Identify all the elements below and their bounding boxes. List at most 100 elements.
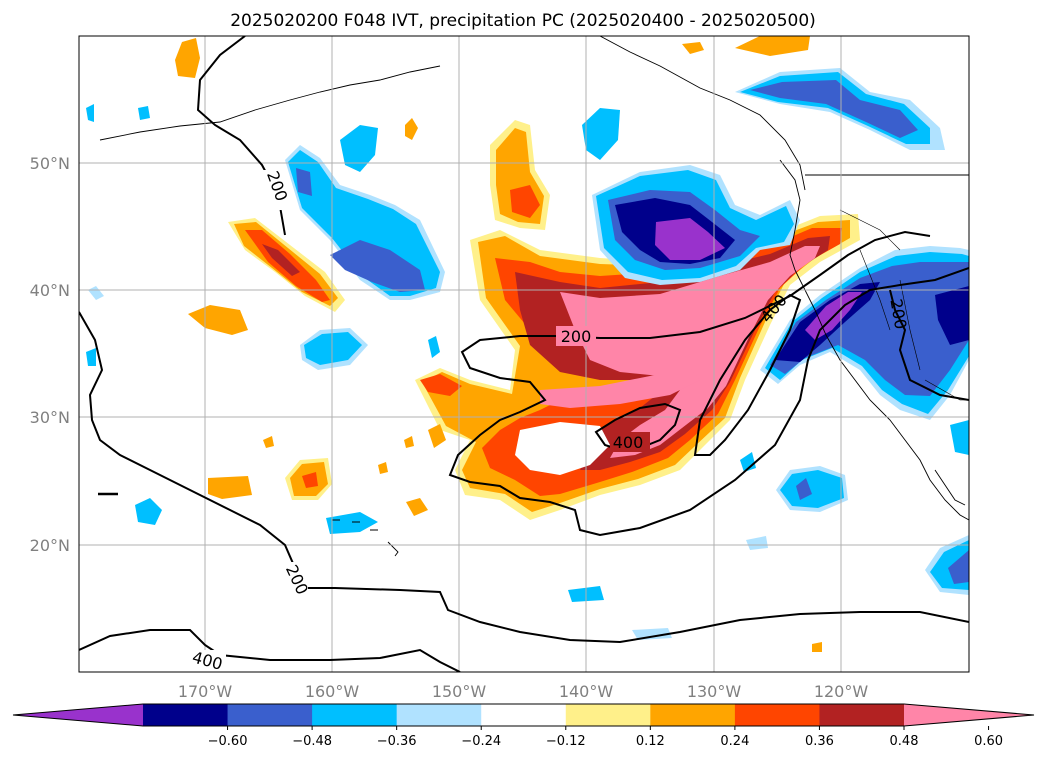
colorbar-tick-label: 0.48 — [890, 734, 919, 749]
contour-labels: 200 200 200 200 400 400 400 — [186, 169, 910, 672]
state-lines — [839, 209, 969, 401]
cool-west-blob2 — [340, 125, 378, 172]
label-bg-200-south — [278, 562, 308, 602]
alaska-coast — [599, 36, 806, 191]
map-title: 2025020200 F048 IVT, precipitation PC (2… — [230, 11, 816, 31]
warm-blob-24n — [406, 498, 428, 516]
colorbar-tick-label: 0.60 — [974, 734, 1003, 749]
cool-se-small — [740, 452, 756, 472]
colorbar-tick-label: 0.24 — [720, 734, 749, 749]
colorbar-tick-label: −0.48 — [292, 734, 332, 749]
cool-patch-i — [138, 106, 150, 120]
warm-blob-27n-red — [302, 472, 318, 488]
north-blob-red — [510, 185, 540, 218]
coast-cool-blue — [770, 262, 969, 396]
colorbar: −0.60 −0.48 −0.36 −0.24 −0.12 0.12 0.24 0.36 0.4… — [12, 703, 1035, 749]
tiny-warm-c — [263, 436, 274, 448]
cool-patch-c — [326, 512, 378, 534]
cool-35n-cyan — [304, 332, 362, 365]
colorbar-segment — [650, 704, 736, 726]
ivt-contour-400-south — [79, 629, 461, 672]
cool-patch-b — [135, 498, 162, 525]
lat-label-50n: 50°N — [30, 154, 70, 173]
cool-west-blue-b — [296, 168, 312, 196]
tiny-warm-e — [404, 436, 414, 448]
label-bg-400-south — [186, 650, 226, 672]
baja-coast — [934, 469, 966, 506]
cool-west-blue — [330, 240, 425, 292]
contour-label-200-center: 200 — [561, 327, 592, 346]
ivt-contour-200-east — [889, 289, 969, 401]
cool-patch-e — [632, 628, 672, 640]
ivt-contour-200-main — [79, 311, 969, 644]
cool-patch-f — [746, 536, 768, 550]
colorbar-outline — [12, 703, 1035, 727]
warm-blob-33n-red — [420, 374, 462, 396]
cool-se-blue — [796, 478, 812, 500]
coast-cool-east-cyan — [950, 420, 969, 455]
tiny-warm-f — [812, 642, 822, 652]
cool-se-cyan — [780, 470, 844, 508]
colorbar-extend-high — [904, 704, 1034, 726]
colorbar-tick-label: −0.36 — [377, 734, 417, 749]
colorbar-segment — [227, 704, 313, 726]
aleutian-west — [99, 65, 441, 141]
lon-label-130w: 130°W — [687, 682, 742, 701]
colorbar-tick-label: −0.24 — [461, 734, 501, 749]
cool-top-patch — [582, 108, 620, 160]
tiny-warm-d — [378, 462, 388, 474]
gridlines — [79, 36, 969, 672]
label-bg-400-center — [610, 432, 650, 452]
ivt-contour-400-b — [693, 293, 802, 456]
colorbar-segment — [312, 704, 398, 726]
warm-blob-37n — [188, 305, 248, 335]
lat-label-40n: 40°N — [30, 281, 70, 300]
colorbar-tick-label: 0.36 — [805, 734, 834, 749]
colorbar-extend-low — [13, 704, 143, 726]
lon-labels: 170°W 160°W 150°W 140°W 130°W 120°W — [178, 682, 869, 701]
map-frame — [78, 35, 970, 673]
contour-label-400-center: 400 — [613, 433, 644, 452]
lat-labels: 50°N 40°N 30°N 20°N — [30, 154, 70, 555]
lon-label-150w: 150°W — [432, 682, 487, 701]
lat-label-30n: 30°N — [30, 408, 70, 427]
bc-coast — [779, 159, 801, 271]
colorbar-segment — [143, 704, 229, 726]
us-west-coast — [794, 269, 969, 521]
lon-label-120w: 120°W — [814, 682, 869, 701]
colorbar-tick-label: −0.60 — [208, 734, 248, 749]
label-bg-200-center — [556, 326, 596, 346]
lat-label-20n: 20°N — [30, 536, 70, 555]
se-corner-blue — [948, 550, 969, 584]
colorbar-tick-label: 0.12 — [636, 734, 665, 749]
warm-plume-pink-south — [540, 368, 700, 408]
warm-blob-28n — [428, 424, 446, 448]
coast-cool-navy-east — [935, 286, 969, 345]
precip-pc-fill — [86, 36, 969, 652]
colorbar-tick-label: −0.12 — [546, 734, 586, 749]
cool-patch-g — [86, 104, 94, 122]
label-bg-200-north — [258, 170, 288, 210]
colorbar-segment — [481, 704, 567, 726]
hawaii-islands — [332, 519, 399, 557]
cool-patch-h — [86, 348, 96, 366]
map-panel: 200 200 200 200 400 400 400 — [79, 36, 969, 672]
lon-label-140w: 140°W — [559, 682, 614, 701]
ivt-contours — [79, 36, 969, 672]
nw-top-blob — [175, 38, 200, 78]
colorbar-segment — [734, 704, 820, 726]
tiny-blob-a — [405, 118, 418, 140]
colorbar-segment — [819, 704, 905, 726]
colorbar-segment — [565, 704, 651, 726]
warm-plume-pink — [560, 246, 820, 458]
top-center-blob — [735, 36, 810, 56]
cool-patch-a — [428, 336, 440, 358]
nw-band-darkred — [262, 244, 300, 276]
cool-north-blob-purple — [655, 218, 725, 260]
coastlines — [99, 36, 969, 557]
lon-label-160w: 160°W — [305, 682, 360, 701]
tiny-blob-b — [682, 42, 704, 54]
lon-label-170w: 170°W — [178, 682, 233, 701]
cool-ne-blue — [750, 80, 918, 138]
